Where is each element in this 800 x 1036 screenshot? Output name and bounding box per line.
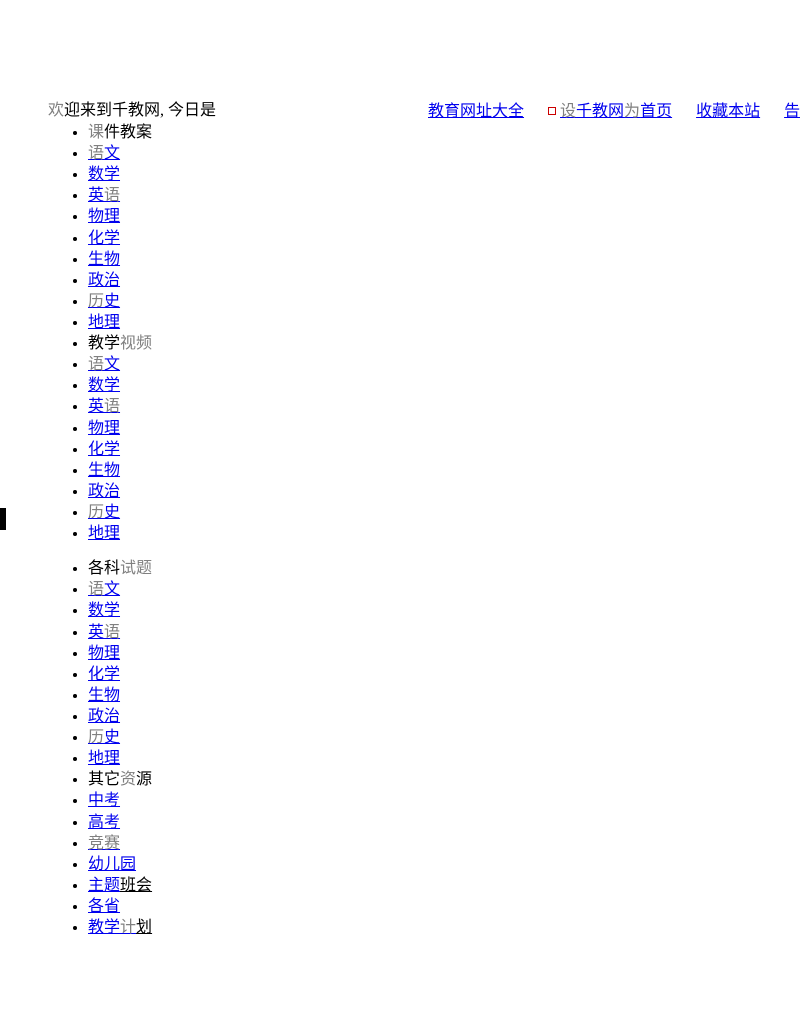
nav-item: 高考	[88, 812, 800, 833]
left-indicator-bar	[0, 508, 6, 530]
nav-item: 物理	[88, 206, 800, 227]
nav-item: 化学	[88, 439, 800, 460]
nav-link[interactable]: 竞赛	[88, 835, 120, 852]
nav-link[interactable]: 各省	[88, 898, 120, 915]
nav-link[interactable]: 语文	[88, 145, 120, 162]
nav-link[interactable]: 物理	[88, 645, 120, 662]
nav-item: 生物	[88, 249, 800, 270]
nav-item: 物理	[88, 418, 800, 439]
nav-link[interactable]: 幼儿园	[88, 856, 136, 873]
nav-item: 地理	[88, 523, 800, 544]
nav-item: 数学	[88, 164, 800, 185]
nav-link[interactable]: 政治	[88, 483, 120, 500]
spacer	[88, 544, 800, 558]
nav-list: 课件教案语文数学英语物理化学生物政治历史地理教学视频语文数学英语物理化学生物政治…	[48, 122, 800, 938]
nav-item: 语文	[88, 354, 800, 375]
nav-link[interactable]: 数学	[88, 602, 120, 619]
link-edu-sites[interactable]: 教育网址大全	[428, 97, 524, 121]
section-header: 其它资源	[88, 769, 800, 790]
nav-item: 语文	[88, 579, 800, 600]
nav-item: 英语	[88, 185, 800, 206]
nav-item: 政治	[88, 481, 800, 502]
nav-link[interactable]: 化学	[88, 441, 120, 458]
nav-item: 化学	[88, 664, 800, 685]
nav-item: 政治	[88, 270, 800, 291]
nav-link[interactable]: 历史	[88, 504, 120, 521]
nav-link[interactable]: 地理	[88, 314, 120, 331]
nav-item: 幼儿园	[88, 854, 800, 875]
top-links: 教育网址大全 设千教网为首页 收藏本站 告	[428, 97, 800, 121]
nav-link[interactable]: 地理	[88, 750, 120, 767]
nav-link[interactable]: 英语	[88, 398, 120, 415]
nav-item: 物理	[88, 643, 800, 664]
nav-item: 化学	[88, 228, 800, 249]
nav-item: 生物	[88, 460, 800, 481]
section-header: 各科试题	[88, 558, 800, 579]
nav-item: 数学	[88, 375, 800, 396]
header-row: 欢迎来到千教网, 今日是 教育网址大全 设千教网为首页 收藏本站 告	[48, 96, 800, 120]
page-container: 欢迎来到千教网, 今日是 教育网址大全 设千教网为首页 收藏本站 告 课件教案语…	[0, 0, 800, 938]
nav-item: 竞赛	[88, 833, 800, 854]
nav-item: 主题班会	[88, 875, 800, 896]
nav-item: 历史	[88, 727, 800, 748]
nav-link[interactable]: 物理	[88, 420, 120, 437]
nav-link[interactable]: 物理	[88, 208, 120, 225]
nav-link[interactable]: 中考	[88, 792, 120, 809]
nav-link[interactable]: 教学计划	[88, 919, 152, 936]
nav-link[interactable]: 英语	[88, 187, 120, 204]
nav-link[interactable]: 地理	[88, 525, 120, 542]
nav-link[interactable]: 历史	[88, 729, 120, 746]
nav-item: 地理	[88, 312, 800, 333]
nav-link[interactable]: 化学	[88, 230, 120, 247]
nav-item: 历史	[88, 291, 800, 312]
link-favorite[interactable]: 收藏本站	[696, 97, 760, 121]
nav-link[interactable]: 生物	[88, 462, 120, 479]
nav-item: 生物	[88, 685, 800, 706]
section-header: 教学视频	[88, 333, 800, 354]
nav-link[interactable]: 数学	[88, 166, 120, 183]
nav-item: 各省	[88, 896, 800, 917]
nav-item: 语文	[88, 143, 800, 164]
home-icon	[548, 107, 556, 115]
nav-item: 地理	[88, 748, 800, 769]
nav-link[interactable]: 政治	[88, 272, 120, 289]
nav-link[interactable]: 生物	[88, 687, 120, 704]
nav-link[interactable]: 高考	[88, 814, 120, 831]
nav-link[interactable]: 生物	[88, 251, 120, 268]
nav-link[interactable]: 英语	[88, 624, 120, 641]
nav-item: 历史	[88, 502, 800, 523]
nav-link[interactable]: 化学	[88, 666, 120, 683]
nav-item: 教学计划	[88, 917, 800, 938]
nav-item: 中考	[88, 790, 800, 811]
nav-item: 政治	[88, 706, 800, 727]
nav-item: 英语	[88, 396, 800, 417]
nav-link[interactable]: 政治	[88, 708, 120, 725]
nav-link[interactable]: 语文	[88, 581, 120, 598]
nav-link[interactable]: 主题班会	[88, 877, 152, 894]
section-header: 课件教案	[88, 122, 800, 143]
link-tell[interactable]: 告	[784, 97, 800, 121]
nav-item: 英语	[88, 622, 800, 643]
nav-link[interactable]: 数学	[88, 377, 120, 394]
nav-link[interactable]: 历史	[88, 293, 120, 310]
link-set-home[interactable]: 设千教网为首页	[548, 97, 672, 121]
nav-link[interactable]: 语文	[88, 356, 120, 373]
nav-item: 数学	[88, 600, 800, 621]
welcome-text: 欢迎来到千教网, 今日是	[48, 96, 216, 120]
